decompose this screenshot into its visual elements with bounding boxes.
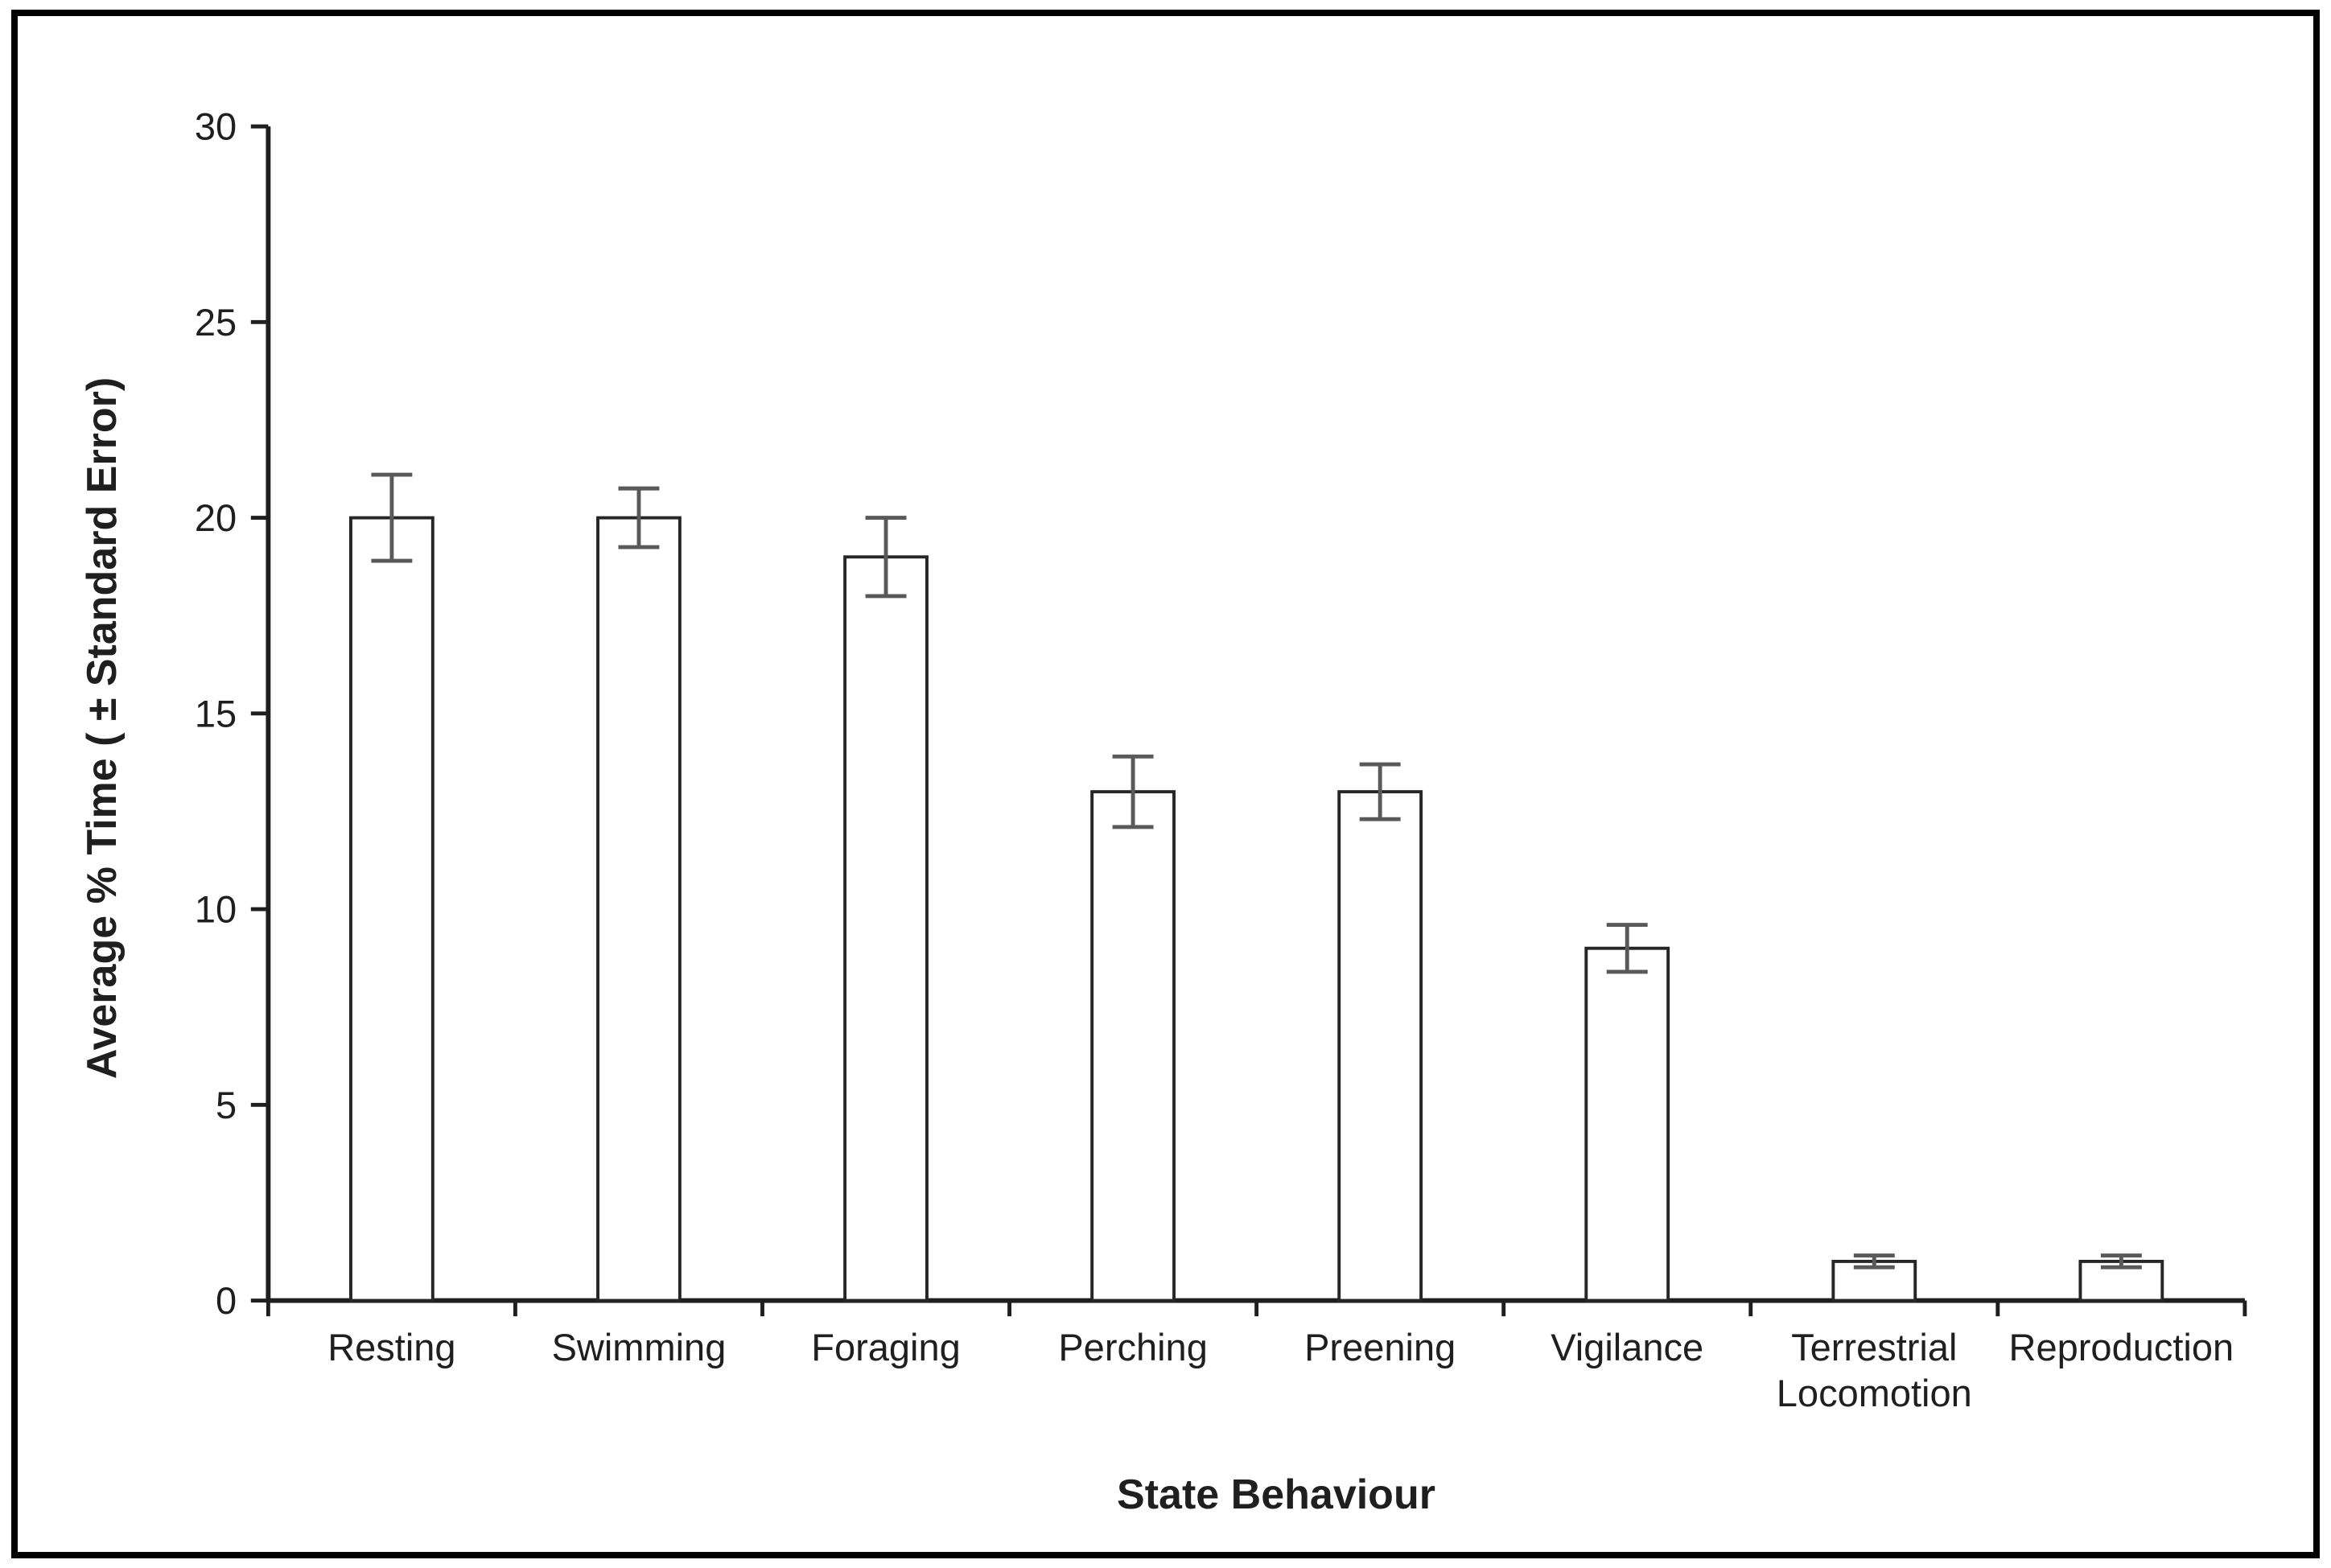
bar-preening [1337, 790, 1423, 1303]
category-label-resting: Resting [327, 1326, 455, 1368]
category-label-swimming: Swimming [552, 1326, 727, 1368]
bar-swimming [596, 516, 682, 1303]
bar-perching [1090, 790, 1176, 1303]
bar-vigilance [1584, 946, 1670, 1303]
y-tick-label: 15 [195, 692, 237, 735]
category-label-perching: Perching [1058, 1326, 1208, 1368]
bar-chart: 0 5 10 15 20 25 30 Resting Swimming Foraging Perch… [195, 105, 2247, 1414]
y-tick-label: 10 [195, 888, 237, 931]
y-tick-label: 20 [195, 496, 237, 539]
bar-foraging [843, 555, 929, 1303]
x-axis-title: State Behaviour [1117, 1471, 1435, 1518]
category-label-vigilance: Vigilance [1551, 1326, 1703, 1368]
y-tick-label: 5 [216, 1084, 237, 1126]
figure-frame: 0 5 10 15 20 25 30 Resting Swimming Foraging Perch… [11, 10, 2320, 1558]
category-label-terrestrial-locomotion: Terrestrial Locomotion [1777, 1326, 1972, 1414]
bar-resting [349, 516, 434, 1303]
y-tick-label: 30 [195, 105, 237, 148]
y-axis-title: Average % Time ( ± Standard Error) [79, 377, 126, 1080]
category-label-foraging: Foraging [811, 1326, 961, 1368]
y-tick-label: 0 [216, 1279, 237, 1322]
y-tick-label: 25 [195, 301, 237, 344]
category-label-preening: Preening [1304, 1326, 1456, 1368]
category-label-reproduction: Reproduction [2009, 1326, 2234, 1368]
